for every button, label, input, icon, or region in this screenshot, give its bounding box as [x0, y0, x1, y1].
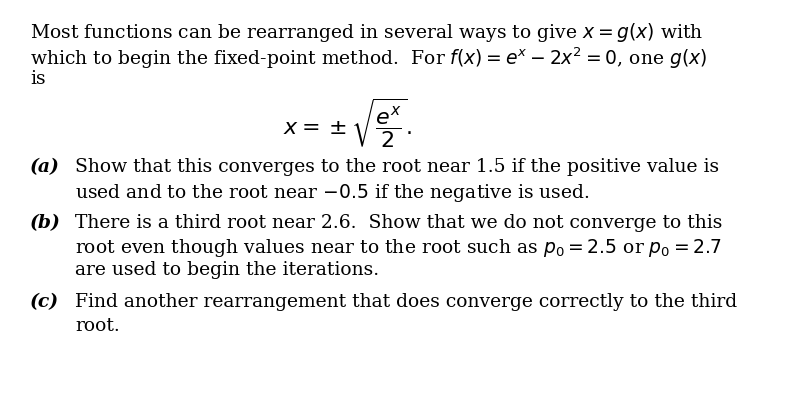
Text: (b): (b)	[30, 213, 61, 231]
Text: root even though values near to the root such as $p_0 = 2.5$ or $p_0 = 2.7$: root even though values near to the root…	[75, 237, 722, 259]
Text: are used to begin the iterations.: are used to begin the iterations.	[75, 260, 379, 278]
Text: used and to the root near $-0.5$ if the negative is used.: used and to the root near $-0.5$ if the …	[75, 181, 590, 203]
Text: Show that this converges to the root near 1.5 if the positive value is: Show that this converges to the root nea…	[75, 158, 719, 176]
Text: which to begin the fixed-point method.  For $f(x) = e^x - 2x^2 = 0$, one $g(x)$: which to begin the fixed-point method. F…	[30, 45, 707, 71]
Text: root.: root.	[75, 316, 120, 334]
Text: There is a third root near 2.6.  Show that we do not converge to this: There is a third root near 2.6. Show tha…	[75, 213, 723, 231]
Text: Find another rearrangement that does converge correctly to the third: Find another rearrangement that does con…	[75, 292, 737, 310]
Text: (a): (a)	[30, 158, 60, 176]
Text: (c): (c)	[30, 292, 59, 310]
Text: $x = \pm\sqrt{\dfrac{e^x}{2}}.$: $x = \pm\sqrt{\dfrac{e^x}{2}}.$	[283, 96, 412, 148]
Text: is: is	[30, 70, 46, 87]
Text: Most functions can be rearranged in several ways to give $x = g(x)$ with: Most functions can be rearranged in seve…	[30, 21, 703, 44]
